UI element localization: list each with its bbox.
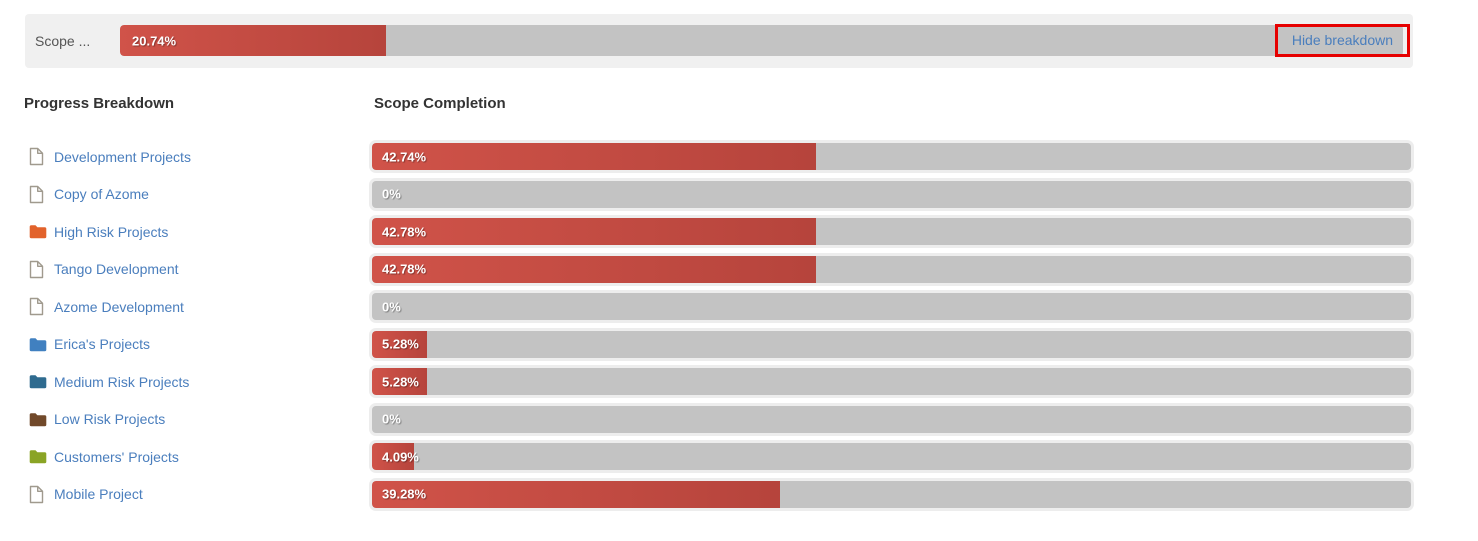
bar-fill — [372, 218, 817, 246]
file-icon — [29, 485, 44, 503]
project-cell: High Risk Projects — [24, 224, 372, 240]
project-cell: Tango Development — [24, 260, 372, 279]
bar-fill — [372, 255, 817, 283]
row-icon-slot — [29, 374, 48, 389]
section-headers: Progress Breakdown Scope Completion — [24, 95, 1411, 113]
folder-icon — [29, 375, 47, 389]
breakdown-row: Copy of Azome 0% — [24, 176, 1411, 214]
project-link[interactable]: Azome Development — [54, 298, 184, 315]
project-cell: Low Risk Projects — [24, 411, 372, 427]
folder-icon — [29, 337, 47, 352]
completion-bar-track: 5.28% — [372, 368, 1411, 396]
row-icon-slot — [29, 260, 48, 279]
breakdown-row: Low Risk Projects 0% — [24, 401, 1411, 439]
completion-bar-track: 0% — [372, 180, 1411, 208]
bar-value-label: 4.09% — [382, 449, 419, 465]
breakdown-row: Mobile Project 39.28% — [24, 476, 1411, 514]
completion-bar-track: 39.28% — [372, 480, 1411, 508]
row-icon-slot — [29, 449, 48, 464]
bar-value-label: 5.28% — [382, 374, 419, 390]
bar-value-label: 42.78% — [382, 224, 427, 240]
project-cell: Azome Development — [24, 297, 372, 316]
project-link[interactable]: Development Projects — [54, 148, 191, 165]
scope-completion-header: Scope Completion — [374, 95, 506, 112]
overall-progress-value: 20.74% — [132, 33, 177, 48]
completion-bar-track: 42.74% — [372, 143, 1411, 171]
breakdown-row: High Risk Projects 42.78% — [24, 213, 1411, 251]
project-cell: Medium Risk Projects — [24, 374, 372, 390]
project-link[interactable]: Tango Development — [54, 261, 179, 278]
progress-breakdown-header: Progress Breakdown — [24, 95, 175, 112]
completion-bar-track: 4.09% — [372, 443, 1411, 471]
bar-fill — [372, 443, 415, 471]
completion-bar-track: 0% — [372, 405, 1411, 433]
breakdown-row: Customers' Projects 4.09% — [24, 438, 1411, 476]
row-icon-slot — [29, 297, 48, 316]
bar-value-label: 42.78% — [382, 261, 427, 277]
file-icon — [29, 148, 44, 166]
row-icon-slot — [29, 224, 48, 239]
bar-fill — [372, 143, 817, 171]
breakdown-row: Medium Risk Projects 5.28% — [24, 363, 1411, 401]
breakdown-row: Development Projects 42.74% — [24, 138, 1411, 176]
file-icon — [29, 298, 44, 316]
folder-icon — [29, 450, 47, 464]
project-link[interactable]: Medium Risk Projects — [54, 373, 190, 390]
folder-icon — [29, 412, 47, 427]
folder-icon — [29, 225, 47, 239]
bar-value-label: 42.74% — [382, 149, 427, 165]
project-cell: Erica's Projects — [24, 336, 372, 352]
completion-bar-track: 0% — [372, 293, 1411, 321]
bar-fill — [372, 330, 427, 358]
overall-progress-fill — [120, 25, 387, 56]
row-icon-slot — [29, 485, 48, 504]
bar-value-label: 0% — [382, 299, 401, 315]
completion-bar-track: 42.78% — [372, 218, 1411, 246]
bar-value-label: 0% — [382, 411, 401, 427]
row-icon-slot — [29, 412, 48, 427]
bar-fill — [372, 368, 427, 396]
bar-value-label: 39.28% — [382, 486, 427, 502]
bar-value-label: 5.28% — [382, 336, 419, 352]
completion-bar-track: 5.28% — [372, 330, 1411, 358]
project-link[interactable]: Copy of Azome — [54, 186, 149, 203]
project-cell: Copy of Azome — [24, 185, 372, 204]
project-link[interactable]: Low Risk Projects — [54, 411, 166, 428]
project-link[interactable]: Customers' Projects — [54, 448, 179, 465]
bar-fill — [372, 480, 781, 508]
scope-summary-panel: Scope ... 20.74% Hide breakdown — [25, 14, 1413, 68]
project-link[interactable]: Mobile Project — [54, 486, 143, 503]
project-cell: Customers' Projects — [24, 449, 372, 465]
project-cell: Development Projects — [24, 147, 372, 166]
overall-progress-track: 20.74% — [120, 25, 1403, 56]
hide-breakdown-link[interactable]: Hide breakdown — [1274, 24, 1410, 57]
breakdown-row: Erica's Projects 5.28% — [24, 326, 1411, 364]
project-cell: Mobile Project — [24, 485, 372, 504]
completion-bar-track: 42.78% — [372, 255, 1411, 283]
breakdown-row: Azome Development 0% — [24, 288, 1411, 326]
scope-label: Scope ... — [35, 33, 91, 49]
breakdown-row: Tango Development 42.78% — [24, 251, 1411, 289]
row-icon-slot — [29, 185, 48, 204]
breakdown-rows: Development Projects 42.74% Copy of Azom… — [24, 138, 1411, 513]
project-link[interactable]: Erica's Projects — [54, 336, 151, 353]
file-icon — [29, 185, 44, 203]
project-link[interactable]: High Risk Projects — [54, 223, 169, 240]
bar-value-label: 0% — [382, 186, 401, 202]
row-icon-slot — [29, 147, 48, 166]
file-icon — [29, 260, 44, 278]
row-icon-slot — [29, 337, 48, 352]
